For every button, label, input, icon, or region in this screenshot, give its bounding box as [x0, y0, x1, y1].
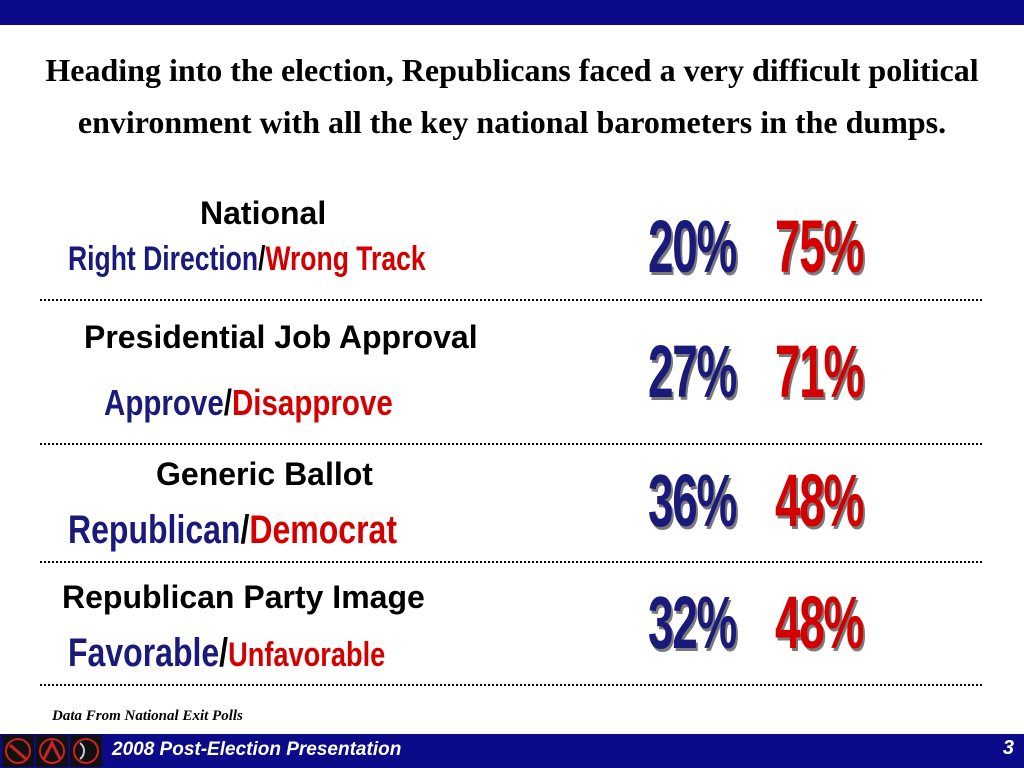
value-right-direction: 20%: [648, 205, 737, 288]
footer-logos: [2, 735, 102, 767]
logo-icon-2: [36, 735, 68, 767]
label-pair-job-approval: Approve/Disapprove: [104, 382, 393, 424]
page-number: 3: [1002, 737, 1014, 759]
section-divider: [40, 443, 982, 445]
label-right-direction: Right Direction: [68, 240, 259, 278]
source-note: Data From National Exit Polls: [52, 708, 243, 724]
footer-bar: [0, 734, 1024, 768]
value-unfavorable: 48%: [775, 581, 864, 664]
logo-icon-1: [2, 735, 34, 767]
label-separator: /: [258, 240, 266, 278]
logo-icon-3: [70, 735, 102, 767]
section-divider: [40, 299, 982, 301]
value-favorable: 32%: [648, 581, 737, 664]
footer-title: 2008 Post-Election Presentation: [112, 739, 402, 760]
top-bar: [0, 0, 1024, 25]
label-separator: /: [223, 382, 232, 423]
label-wrong-track: Wrong Track: [265, 240, 426, 278]
section-title-national: National: [200, 195, 327, 231]
section-divider: [40, 684, 982, 686]
label-approve: Approve: [104, 382, 224, 423]
value-wrong-track: 75%: [775, 205, 864, 288]
label-republican: Republican: [68, 508, 241, 552]
label-democrat: Democrat: [249, 508, 397, 552]
label-disapprove: Disapprove: [231, 382, 393, 423]
label-pair-national: Right Direction/Wrong Track: [68, 239, 426, 279]
section-title-generic-ballot: Generic Ballot: [156, 456, 373, 492]
label-favorable: Favorable: [68, 631, 220, 675]
label-separator: /: [240, 508, 250, 552]
slide-headline: Heading into the election, Republicans f…: [45, 52, 979, 140]
value-democrat: 48%: [775, 459, 864, 542]
label-unfavorable: Unfavorable: [228, 636, 386, 674]
label-separator: /: [219, 631, 229, 675]
label-pair-party-image: Favorable/Unfavorable: [68, 630, 385, 678]
value-approve: 27%: [648, 330, 737, 413]
value-republican: 36%: [648, 459, 737, 542]
section-title-job-approval: Presidential Job Approval: [84, 319, 478, 355]
section-divider: [40, 561, 982, 563]
value-disapprove: 71%: [775, 330, 864, 413]
label-pair-generic-ballot: Republican/Democrat: [68, 507, 397, 553]
section-title-party-image: Republican Party Image: [62, 579, 425, 615]
